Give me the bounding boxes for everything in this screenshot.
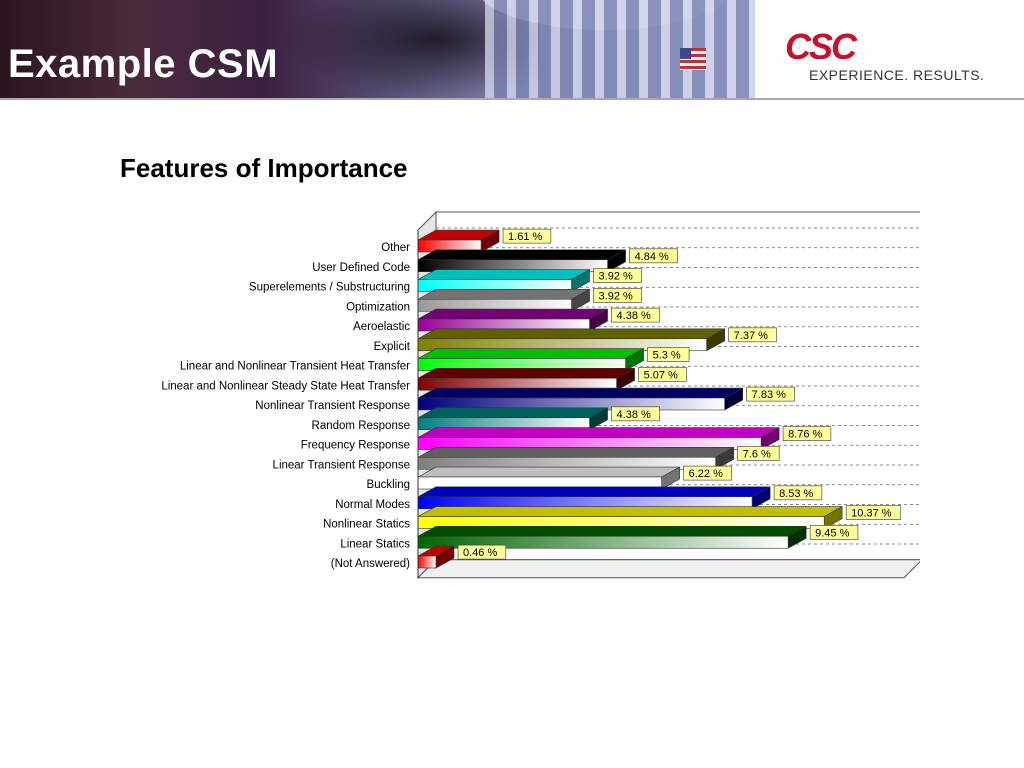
bar-top-face (417, 269, 590, 280)
bar-top-face (417, 368, 635, 379)
data-label: 7.37 % (734, 330, 768, 342)
data-label-box (457, 544, 507, 560)
bar-top-face (417, 249, 626, 261)
data-label: 7.83 % (752, 389, 786, 401)
header-divider (0, 98, 1024, 100)
bar-top-face (417, 447, 734, 458)
slide-title: Example CSM (8, 42, 279, 86)
data-label-box (737, 446, 780, 461)
data-label-box (728, 327, 777, 343)
bar-top-face (417, 387, 743, 399)
data-label-box (809, 525, 859, 540)
data-label-box (593, 268, 642, 283)
data-label-box (647, 347, 690, 362)
category-label: Explicit (374, 341, 411, 353)
category-label: (Not Answered) (331, 558, 410, 570)
data-label: 6.22 % (689, 468, 723, 480)
logo-tagline: EXPERIENCE. RESULTS. (809, 67, 985, 83)
category-label: Linear and Nonlinear Steady State Heat T… (161, 380, 410, 392)
category-label: Linear and Nonlinear Transient Heat Tran… (180, 361, 410, 373)
category-label: Linear Transient Response (273, 459, 410, 471)
data-label: 7.6 % (743, 448, 771, 460)
data-label: 5.07 % (644, 369, 678, 381)
bar-top-face (417, 328, 725, 340)
category-label: User Defined Code (312, 262, 410, 274)
chart-floor (416, 559, 920, 579)
data-label: 1.61 % (508, 231, 542, 243)
data-label-box (638, 367, 687, 382)
bar-top-face (417, 427, 780, 438)
data-label: 3.92 % (599, 290, 633, 302)
data-label-box (683, 465, 732, 481)
bar-top-face (417, 407, 608, 419)
category-label: Buckling (367, 479, 410, 491)
header-banner-image (0, 0, 755, 98)
bar-top-face (417, 289, 590, 300)
category-label: Nonlinear Statics (323, 519, 410, 531)
data-label: 3.92 % (599, 271, 633, 283)
bar-top-face (417, 348, 644, 359)
category-label: Frequency Response (301, 440, 410, 452)
csc-logo: CSC (785, 26, 857, 67)
category-label: Random Response (312, 420, 410, 432)
bar-top-face (417, 486, 771, 498)
data-label: 4.38 % (617, 310, 651, 322)
data-label: 8.53 % (779, 488, 813, 500)
bar-top-face (417, 308, 608, 320)
flag-icon (680, 48, 706, 70)
data-label: 5.3 % (653, 350, 681, 362)
category-label: Optimization (346, 301, 410, 313)
category-label: Nonlinear Transient Response (255, 400, 410, 412)
bar-top-face (417, 466, 680, 478)
data-label-box (845, 505, 901, 520)
data-label-box (593, 288, 642, 303)
category-label: Aeroelastic (353, 321, 410, 333)
bar-chart: Other 1.61 % User Defined Code 4.84 % Supere… (161, 210, 920, 579)
data-label-box (746, 386, 795, 402)
logo-area: CSC EXPERIENCE. RESULTS. (755, 0, 1024, 98)
capitol-columns (485, 0, 755, 98)
category-label: Linear Statics (340, 538, 410, 550)
chart-heading: Features of Importance (120, 153, 408, 183)
data-label: 4.38 % (617, 409, 651, 421)
bar-top-face (417, 506, 843, 517)
data-label-box (611, 307, 660, 323)
data-label-box (782, 426, 832, 441)
category-label: Normal Modes (335, 499, 410, 511)
data-label-box (629, 248, 678, 264)
data-label: 9.45 % (815, 527, 849, 539)
bar (417, 555, 437, 569)
data-label: 10.37 % (851, 508, 892, 520)
category-label: Superelements / Substructuring (249, 282, 410, 294)
data-label-box (502, 228, 552, 244)
data-label-box (773, 485, 823, 501)
bar-top-face (417, 526, 807, 537)
data-label: 4.84 % (635, 251, 669, 263)
data-label: 0.46 % (463, 547, 497, 559)
data-label-box (611, 406, 660, 422)
category-label: Other (381, 242, 410, 254)
data-label: 8.76 % (788, 429, 822, 441)
